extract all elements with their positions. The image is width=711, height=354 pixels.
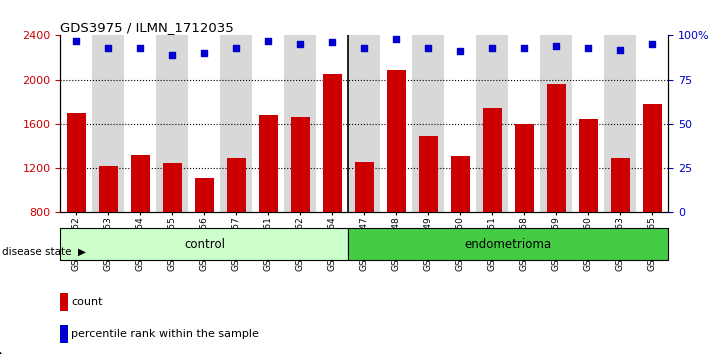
Text: disease state  ▶: disease state ▶: [2, 246, 86, 256]
Bar: [348, 35, 380, 212]
Bar: [60, 293, 68, 311]
Bar: [163, 162, 182, 301]
Point: [550, 43, 562, 49]
Bar: [259, 115, 278, 301]
Bar: [387, 70, 406, 301]
Bar: [643, 104, 662, 301]
Point: [614, 47, 626, 52]
Point: [294, 41, 306, 47]
Bar: [636, 35, 668, 212]
Text: GDS3975 / ILMN_1712035: GDS3975 / ILMN_1712035: [60, 21, 234, 34]
Bar: [476, 35, 508, 212]
Point: [455, 48, 466, 54]
Point: [103, 45, 114, 51]
Bar: [579, 120, 598, 301]
Text: control: control: [184, 238, 225, 251]
Bar: [483, 108, 502, 301]
Bar: [291, 117, 310, 301]
Bar: [348, 228, 668, 260]
Bar: [60, 228, 348, 260]
Bar: [419, 136, 438, 301]
Text: endometrioma: endometrioma: [465, 238, 552, 251]
Bar: [572, 35, 604, 212]
Point: [71, 38, 82, 44]
Point: [198, 50, 210, 56]
Bar: [227, 158, 246, 301]
Bar: [99, 166, 118, 301]
Bar: [60, 325, 68, 343]
Bar: [67, 113, 86, 301]
Bar: [60, 35, 92, 212]
Bar: [252, 35, 284, 212]
Bar: [323, 74, 342, 301]
Point: [391, 36, 402, 42]
Bar: [92, 35, 124, 212]
Bar: [156, 35, 188, 212]
Point: [518, 45, 530, 51]
Bar: [355, 161, 374, 301]
Point: [583, 45, 594, 51]
Bar: [316, 35, 348, 212]
Bar: [547, 84, 566, 301]
Text: percentile rank within the sample: percentile rank within the sample: [71, 329, 259, 339]
Bar: [131, 155, 150, 301]
Point: [326, 40, 338, 45]
Point: [647, 41, 658, 47]
Bar: [611, 158, 630, 301]
Bar: [451, 156, 470, 301]
Point: [358, 45, 370, 51]
Point: [230, 45, 242, 51]
Bar: [124, 35, 156, 212]
Bar: [195, 178, 214, 301]
Bar: [444, 35, 476, 212]
Text: count: count: [71, 297, 102, 307]
Point: [135, 45, 146, 51]
Point: [166, 52, 178, 58]
Bar: [540, 35, 572, 212]
Bar: [508, 35, 540, 212]
Point: [422, 45, 434, 51]
Bar: [515, 124, 534, 301]
Bar: [220, 35, 252, 212]
Bar: [604, 35, 636, 212]
Point: [262, 38, 274, 44]
Bar: [284, 35, 316, 212]
Bar: [380, 35, 412, 212]
Bar: [188, 35, 220, 212]
Bar: [412, 35, 444, 212]
Point: [486, 45, 498, 51]
